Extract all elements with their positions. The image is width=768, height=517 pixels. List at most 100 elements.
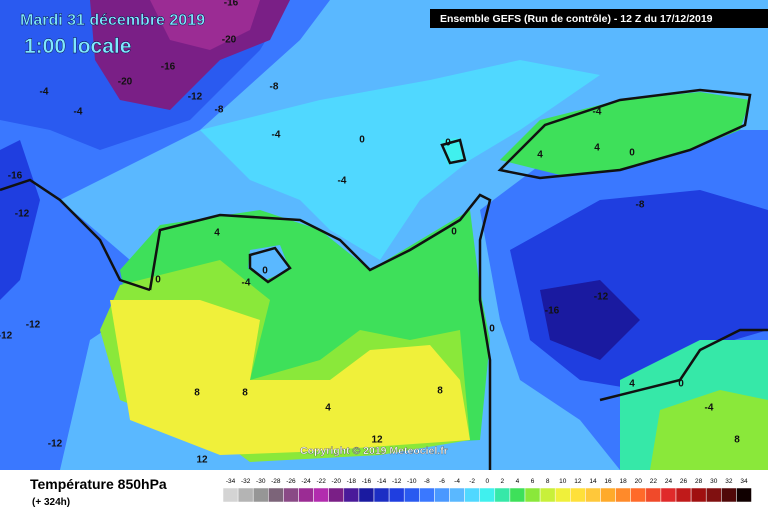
scale-swatch	[600, 487, 616, 503]
contour-label: 0	[629, 148, 635, 159]
scale-label: 26	[680, 478, 688, 485]
run-info-box	[430, 9, 768, 28]
contour-label: -4	[705, 403, 714, 414]
contour-label: 8	[194, 388, 200, 399]
contour-label: -4	[272, 130, 281, 141]
scale-label: 32	[725, 478, 733, 485]
zero-isotherms	[0, 88, 768, 470]
scale-swatch	[313, 487, 329, 503]
contour-label: -12	[594, 292, 609, 303]
scale-label: -8	[424, 478, 430, 485]
contour-label: 8	[734, 435, 740, 446]
scale-label: 28	[695, 478, 703, 485]
contour-labels: -16 -20 -20 -16 -4 -4 -8 -12 -8 -16 -12 -4 0 -4 0 0 4 0 -4…	[0, 0, 740, 466]
scale-label: -10	[407, 478, 417, 485]
contour-label: -12	[48, 439, 63, 450]
scale-label: -2	[469, 478, 475, 485]
scale-swatch	[403, 487, 420, 503]
scale-swatch	[524, 487, 541, 503]
scale-swatch	[675, 487, 692, 503]
scale-label: 4	[516, 478, 520, 485]
contour-label: 0	[678, 379, 684, 390]
scale-swatch	[615, 487, 631, 503]
scale-label: -20	[332, 478, 342, 485]
scale-swatch	[721, 487, 737, 503]
scale-label: 34	[740, 478, 748, 485]
scale-label: -26	[286, 478, 296, 485]
scale-swatch	[283, 487, 299, 503]
contour-label: 4	[594, 143, 600, 154]
scale-label: -16	[362, 478, 372, 485]
contour-label: -12	[0, 331, 13, 342]
scale-swatch	[252, 487, 269, 503]
contour-label: 8	[437, 386, 443, 397]
contour-label: -12	[26, 320, 41, 331]
scale-swatch	[298, 487, 314, 503]
scale-label: 2	[501, 478, 505, 485]
contour-label: 0	[262, 266, 268, 277]
scale-swatch	[690, 487, 707, 503]
contour-label: -16	[545, 306, 560, 317]
scale-swatch	[358, 487, 375, 503]
scale-swatch	[736, 487, 752, 503]
scale-swatch	[539, 487, 556, 503]
scale-label: 18	[620, 478, 628, 485]
contour-label: 0	[451, 227, 457, 238]
scale-swatch	[630, 487, 647, 503]
scale-label: 20	[635, 478, 643, 485]
contour-label: -12	[188, 92, 203, 103]
contour-label: -8	[270, 82, 279, 93]
contour-label: -16	[161, 62, 176, 73]
contour-label: 0	[155, 275, 161, 286]
contour-label: 4	[629, 379, 635, 390]
scale-label: 0	[485, 478, 489, 485]
scale-swatch	[509, 487, 526, 503]
scale-label: 12	[574, 478, 582, 485]
scale-swatch	[419, 487, 435, 503]
contour-label: -16	[224, 0, 239, 9]
contour-label: 0	[489, 324, 495, 335]
contour-label: -4	[593, 107, 602, 118]
scale-swatch	[660, 487, 677, 503]
scale-swatch	[328, 487, 345, 503]
scale-swatch	[343, 487, 360, 503]
scale-label: -24	[301, 478, 311, 485]
contour-label: -20	[118, 77, 133, 88]
scale-label: -12	[392, 478, 402, 485]
legend-title: Température 850hPa	[30, 476, 167, 492]
lead-time: (+ 324h)	[32, 497, 70, 508]
scale-swatch	[268, 487, 284, 503]
scale-label: 22	[650, 478, 658, 485]
scale-label: 6	[531, 478, 535, 485]
scale-label: -30	[256, 478, 266, 485]
contour-label: 12	[371, 435, 383, 446]
scale-swatch	[373, 487, 390, 503]
scale-label: -32	[241, 478, 251, 485]
scale-label: 14	[589, 478, 597, 485]
map-subtitle: 1:00 locale	[24, 35, 131, 58]
scale-swatch	[222, 487, 239, 503]
scale-label: 8	[546, 478, 550, 485]
contour-label: -4	[338, 176, 347, 187]
scale-label: -18	[347, 478, 357, 485]
contour-label: -20	[222, 35, 237, 46]
scale-swatch	[464, 487, 480, 503]
scale-label: -22	[316, 478, 326, 485]
contour-label: -16	[8, 171, 23, 182]
scale-label: 10	[559, 478, 567, 485]
contour-label: 12	[196, 455, 208, 466]
scale-label: 30	[710, 478, 718, 485]
scale-swatch	[554, 487, 571, 503]
scale-label: -6	[439, 478, 445, 485]
color-scale: -34 -32 -30 -28 -26 -24 -22 -20 -18 -16 -14 -12 -10-…	[222, 478, 752, 503]
scale-swatch	[479, 487, 496, 503]
contour-label: -8	[636, 200, 645, 211]
contour-label: 0	[359, 135, 365, 146]
scale-label: -4	[454, 478, 460, 485]
scale-swatch	[494, 487, 511, 503]
scale-label: 24	[665, 478, 673, 485]
map-title: Mardi 31 décembre 2019	[20, 12, 205, 29]
scale-label: -34	[226, 478, 236, 485]
contour-label: -12	[15, 209, 30, 220]
